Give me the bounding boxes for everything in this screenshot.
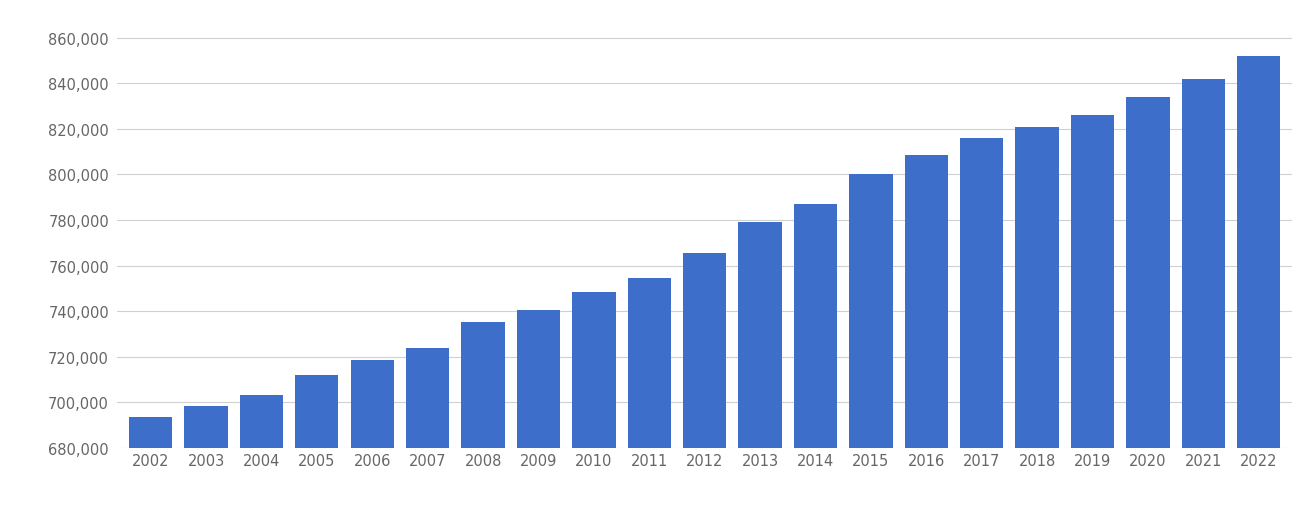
- Bar: [793, 205, 837, 509]
- Bar: [295, 375, 338, 509]
- Bar: [573, 292, 616, 509]
- Bar: [406, 348, 449, 509]
- Bar: [517, 310, 560, 509]
- Bar: [351, 360, 394, 509]
- Bar: [184, 406, 227, 509]
- Bar: [739, 223, 782, 509]
- Bar: [1126, 98, 1169, 509]
- Bar: [129, 417, 172, 509]
- Bar: [462, 323, 505, 509]
- Bar: [904, 156, 947, 509]
- Bar: [628, 278, 671, 509]
- Bar: [1237, 56, 1280, 509]
- Bar: [850, 175, 893, 509]
- Bar: [960, 138, 1004, 509]
- Bar: [1015, 127, 1058, 509]
- Bar: [240, 395, 283, 509]
- Bar: [1071, 116, 1114, 509]
- Bar: [683, 253, 727, 509]
- Bar: [1182, 79, 1225, 509]
